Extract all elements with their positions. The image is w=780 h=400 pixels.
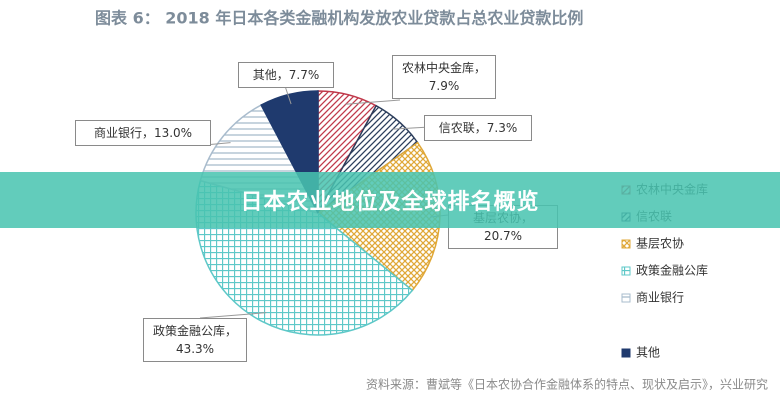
- legend-swatch: [621, 266, 631, 276]
- banner: 日本农业地位及全球排名概览: [0, 172, 780, 228]
- data-label: 商业银行，13.0%: [75, 120, 211, 146]
- legend-label: 其他: [636, 346, 660, 360]
- chart-title: 图表 6： 2018 年日本各类金融机构发放农业贷款占总农业贷款比例: [95, 9, 583, 28]
- data-label: 信农联，7.3%: [424, 115, 532, 141]
- legend-swatch: [621, 293, 631, 303]
- leader-line: [284, 85, 292, 105]
- legend-label: 商业银行: [636, 290, 684, 305]
- legend-swatch: [621, 239, 631, 249]
- source-note: 资料来源：曹斌等《日本农协合作金融体系的特点、现状及启示》，兴业研究: [366, 377, 768, 392]
- legend-swatch: [621, 348, 631, 358]
- leader-line: [199, 312, 267, 319]
- legend-label: 政策金融公库: [636, 263, 708, 278]
- data-label: 农林中央金库，7.9%: [392, 55, 496, 99]
- leader-line: [345, 99, 401, 105]
- legend-label: 基层农协: [636, 236, 684, 251]
- leader-line: [392, 126, 431, 130]
- data-label: 政策金融公库，43.3%: [143, 318, 247, 362]
- data-label: 其他，7.7%: [238, 62, 334, 88]
